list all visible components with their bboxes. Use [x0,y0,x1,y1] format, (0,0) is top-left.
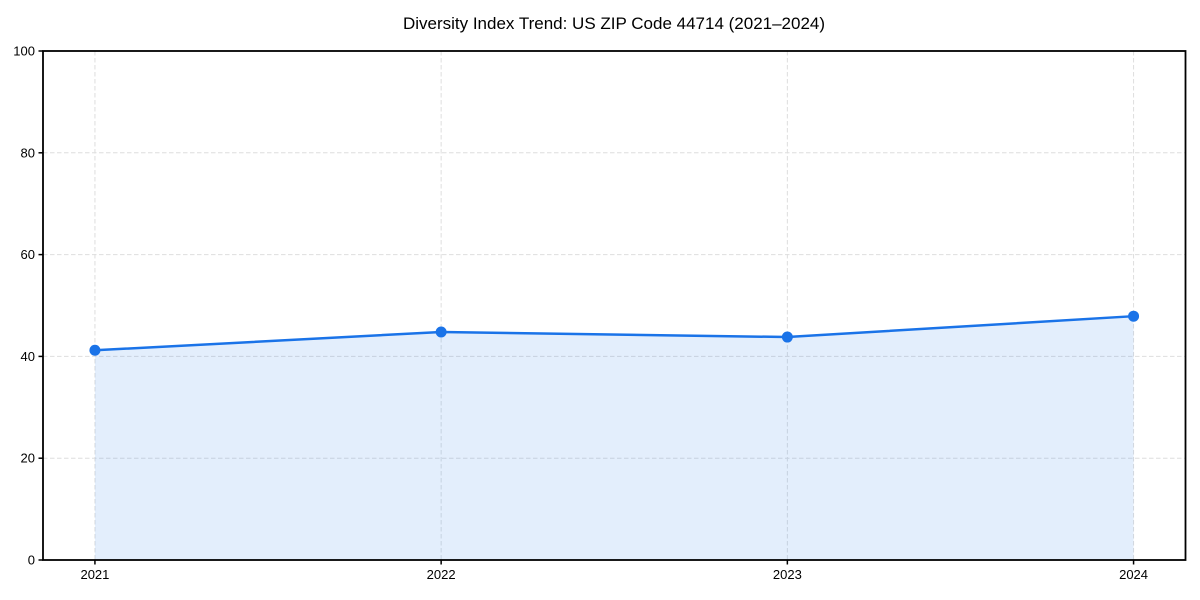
trend-line [93,314,1135,352]
x-tick-label: 2022 [427,567,456,582]
spine-layer [42,50,1187,561]
x-tick-label: 2021 [80,567,109,582]
y-tick-label: 20 [21,451,35,466]
data-point [1128,310,1140,322]
y-tick-label: 100 [13,44,35,59]
data-point [435,326,447,338]
data-point [89,344,101,356]
x-tick-label: 2024 [1119,567,1148,582]
area-fill [94,316,1134,560]
series-layer [89,310,1140,560]
y-tick-label: 0 [28,553,35,568]
chart-title: Diversity Index Trend: US ZIP Code 44714… [403,14,825,33]
x-tick-label: 2023 [773,567,802,582]
plot-border [42,50,1187,561]
y-tick-label: 40 [21,349,35,364]
y-tick-label: 80 [21,145,35,160]
y-tick-label: 60 [21,247,35,262]
tick-layer: 2021 2022 2023 2024 0 20 40 60 80 100 [13,44,1148,583]
data-point [781,331,793,343]
